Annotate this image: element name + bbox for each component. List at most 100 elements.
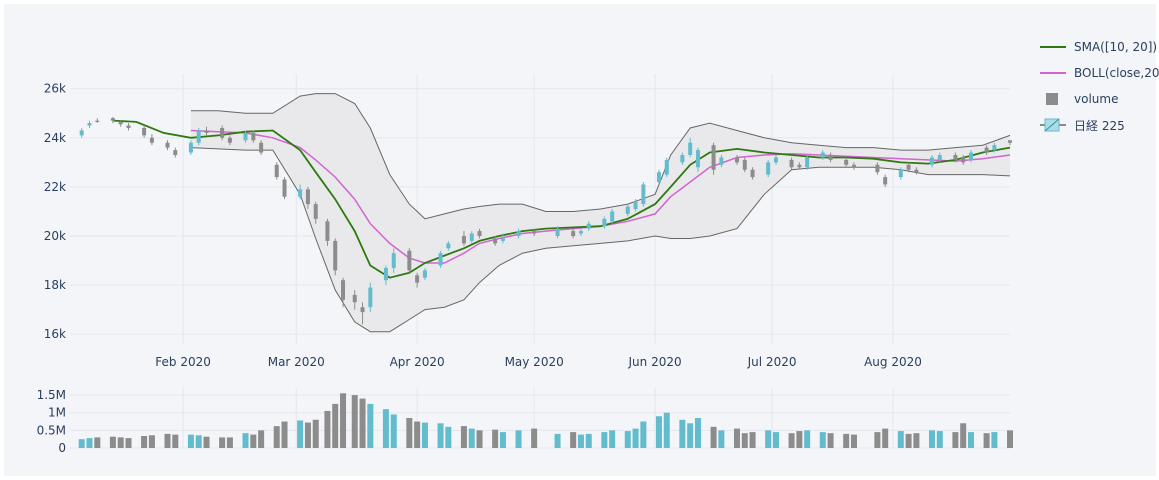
volume-bar: [164, 433, 171, 448]
volume-bar: [406, 418, 413, 448]
volume-bar: [476, 430, 483, 448]
candle-body: [196, 130, 201, 143]
candle-body: [602, 218, 607, 227]
volume-bar: [359, 398, 366, 448]
candle-body: [477, 231, 482, 236]
volume-bar: [219, 437, 226, 448]
legend-line-icon: [1040, 46, 1066, 48]
candle-body: [789, 159, 794, 168]
volume-bar: [250, 434, 257, 448]
y-tick-label: 18k: [44, 278, 66, 292]
candle-body: [555, 228, 560, 236]
candle-body: [773, 157, 778, 163]
bollinger-lower-line: [190, 147, 1011, 333]
volume-bar: [819, 432, 826, 448]
volume-bar: [928, 430, 935, 448]
legend-item-sma[interactable]: SMA([10, 20]): [1038, 34, 1159, 60]
volume-bar: [297, 420, 304, 448]
candle-body: [914, 169, 919, 173]
candle-body: [571, 231, 576, 236]
volume-bar: [304, 422, 311, 448]
candle-body: [333, 240, 338, 271]
candle-body: [711, 145, 716, 170]
bollinger-band: [190, 93, 1011, 333]
volume-bar: [632, 428, 639, 448]
volume-bar: [905, 433, 912, 448]
candle-body: [368, 287, 373, 308]
candle-body: [142, 128, 147, 136]
volume-bar: [609, 430, 616, 448]
candle-body: [641, 184, 646, 205]
candle-body: [87, 123, 92, 126]
candle-body: [805, 157, 810, 168]
candle-body: [797, 164, 802, 168]
y-tick-label: 22k: [44, 180, 66, 194]
volume-bar: [125, 438, 132, 448]
volume-bar: [967, 432, 974, 448]
volume-bar: [640, 421, 647, 448]
candle-body: [438, 253, 443, 266]
candle-body: [220, 128, 225, 138]
candle-body: [851, 164, 856, 168]
volume-bar: [843, 433, 850, 448]
candle-body: [469, 233, 474, 241]
volume-y-tick-label: 1M: [48, 406, 66, 420]
candle-body: [360, 307, 365, 313]
candle-body: [633, 201, 638, 209]
legend-item-volume[interactable]: volume: [1038, 86, 1159, 112]
candle-body: [243, 132, 248, 141]
candle-body: [383, 267, 388, 281]
candle-body: [586, 223, 591, 229]
sma-line: [112, 119, 1011, 279]
candle-body: [906, 164, 911, 170]
volume-bar: [694, 418, 701, 448]
candle-body: [173, 150, 178, 155]
volume-bar: [983, 433, 990, 448]
candle-body: [118, 121, 123, 125]
candle-body: [110, 118, 115, 121]
volume-bar: [468, 428, 475, 448]
candle-body: [446, 243, 451, 249]
volume-bar: [765, 430, 772, 448]
x-tick-label: Feb 2020: [155, 355, 211, 369]
candle-body: [149, 137, 154, 143]
candle-body: [883, 177, 888, 185]
volume-y-tick-label: 0: [58, 441, 66, 455]
volume-bar: [273, 426, 280, 448]
candle-body: [766, 162, 771, 175]
axis-labels: 16k 18k 20k 22k 24k 26k Feb 2020 Mar 2020 Apr 20…: [37, 82, 922, 455]
legend-line-icon: [1040, 72, 1066, 74]
volume-bar: [749, 432, 756, 448]
candle-body: [992, 145, 997, 151]
volume-bar: [382, 409, 389, 448]
volume-plot-grid: [70, 388, 1010, 449]
chart-figure: 16k 18k 20k 22k 24k 26k Feb 2020 Mar 2020 Apr 20…: [4, 4, 1159, 476]
volume-bar: [78, 439, 85, 448]
candle-body: [875, 164, 880, 173]
candle-body: [961, 157, 966, 163]
candle-body: [298, 189, 303, 197]
legend-label-sma: SMA([10, 20]): [1074, 40, 1158, 54]
volume-bar: [531, 428, 538, 448]
candle-body: [828, 155, 833, 160]
candle-body: [929, 157, 934, 165]
legend-item-nikkei[interactable]: 日経 225: [1038, 112, 1159, 138]
volume-bar: [445, 426, 452, 448]
x-tick-label: Apr 2020: [390, 355, 445, 369]
candle-body: [578, 231, 583, 234]
volume-bar: [141, 436, 148, 448]
volume-bar: [913, 433, 920, 448]
candle-body: [968, 152, 973, 160]
volume-bar: [351, 395, 358, 448]
y-tick-label: 26k: [44, 82, 66, 96]
volume-bar: [242, 433, 249, 448]
volume-bar: [804, 430, 811, 448]
candle-body: [719, 157, 724, 165]
legend-item-boll[interactable]: BOLL(close,20): [1038, 60, 1159, 86]
candle-body: [282, 179, 287, 197]
volume-bar: [897, 431, 904, 448]
volume-bar: [733, 428, 740, 448]
y-tick-label: 24k: [44, 131, 66, 145]
x-tick-label: Jun 2020: [628, 355, 682, 369]
volume-bar: [601, 432, 608, 448]
